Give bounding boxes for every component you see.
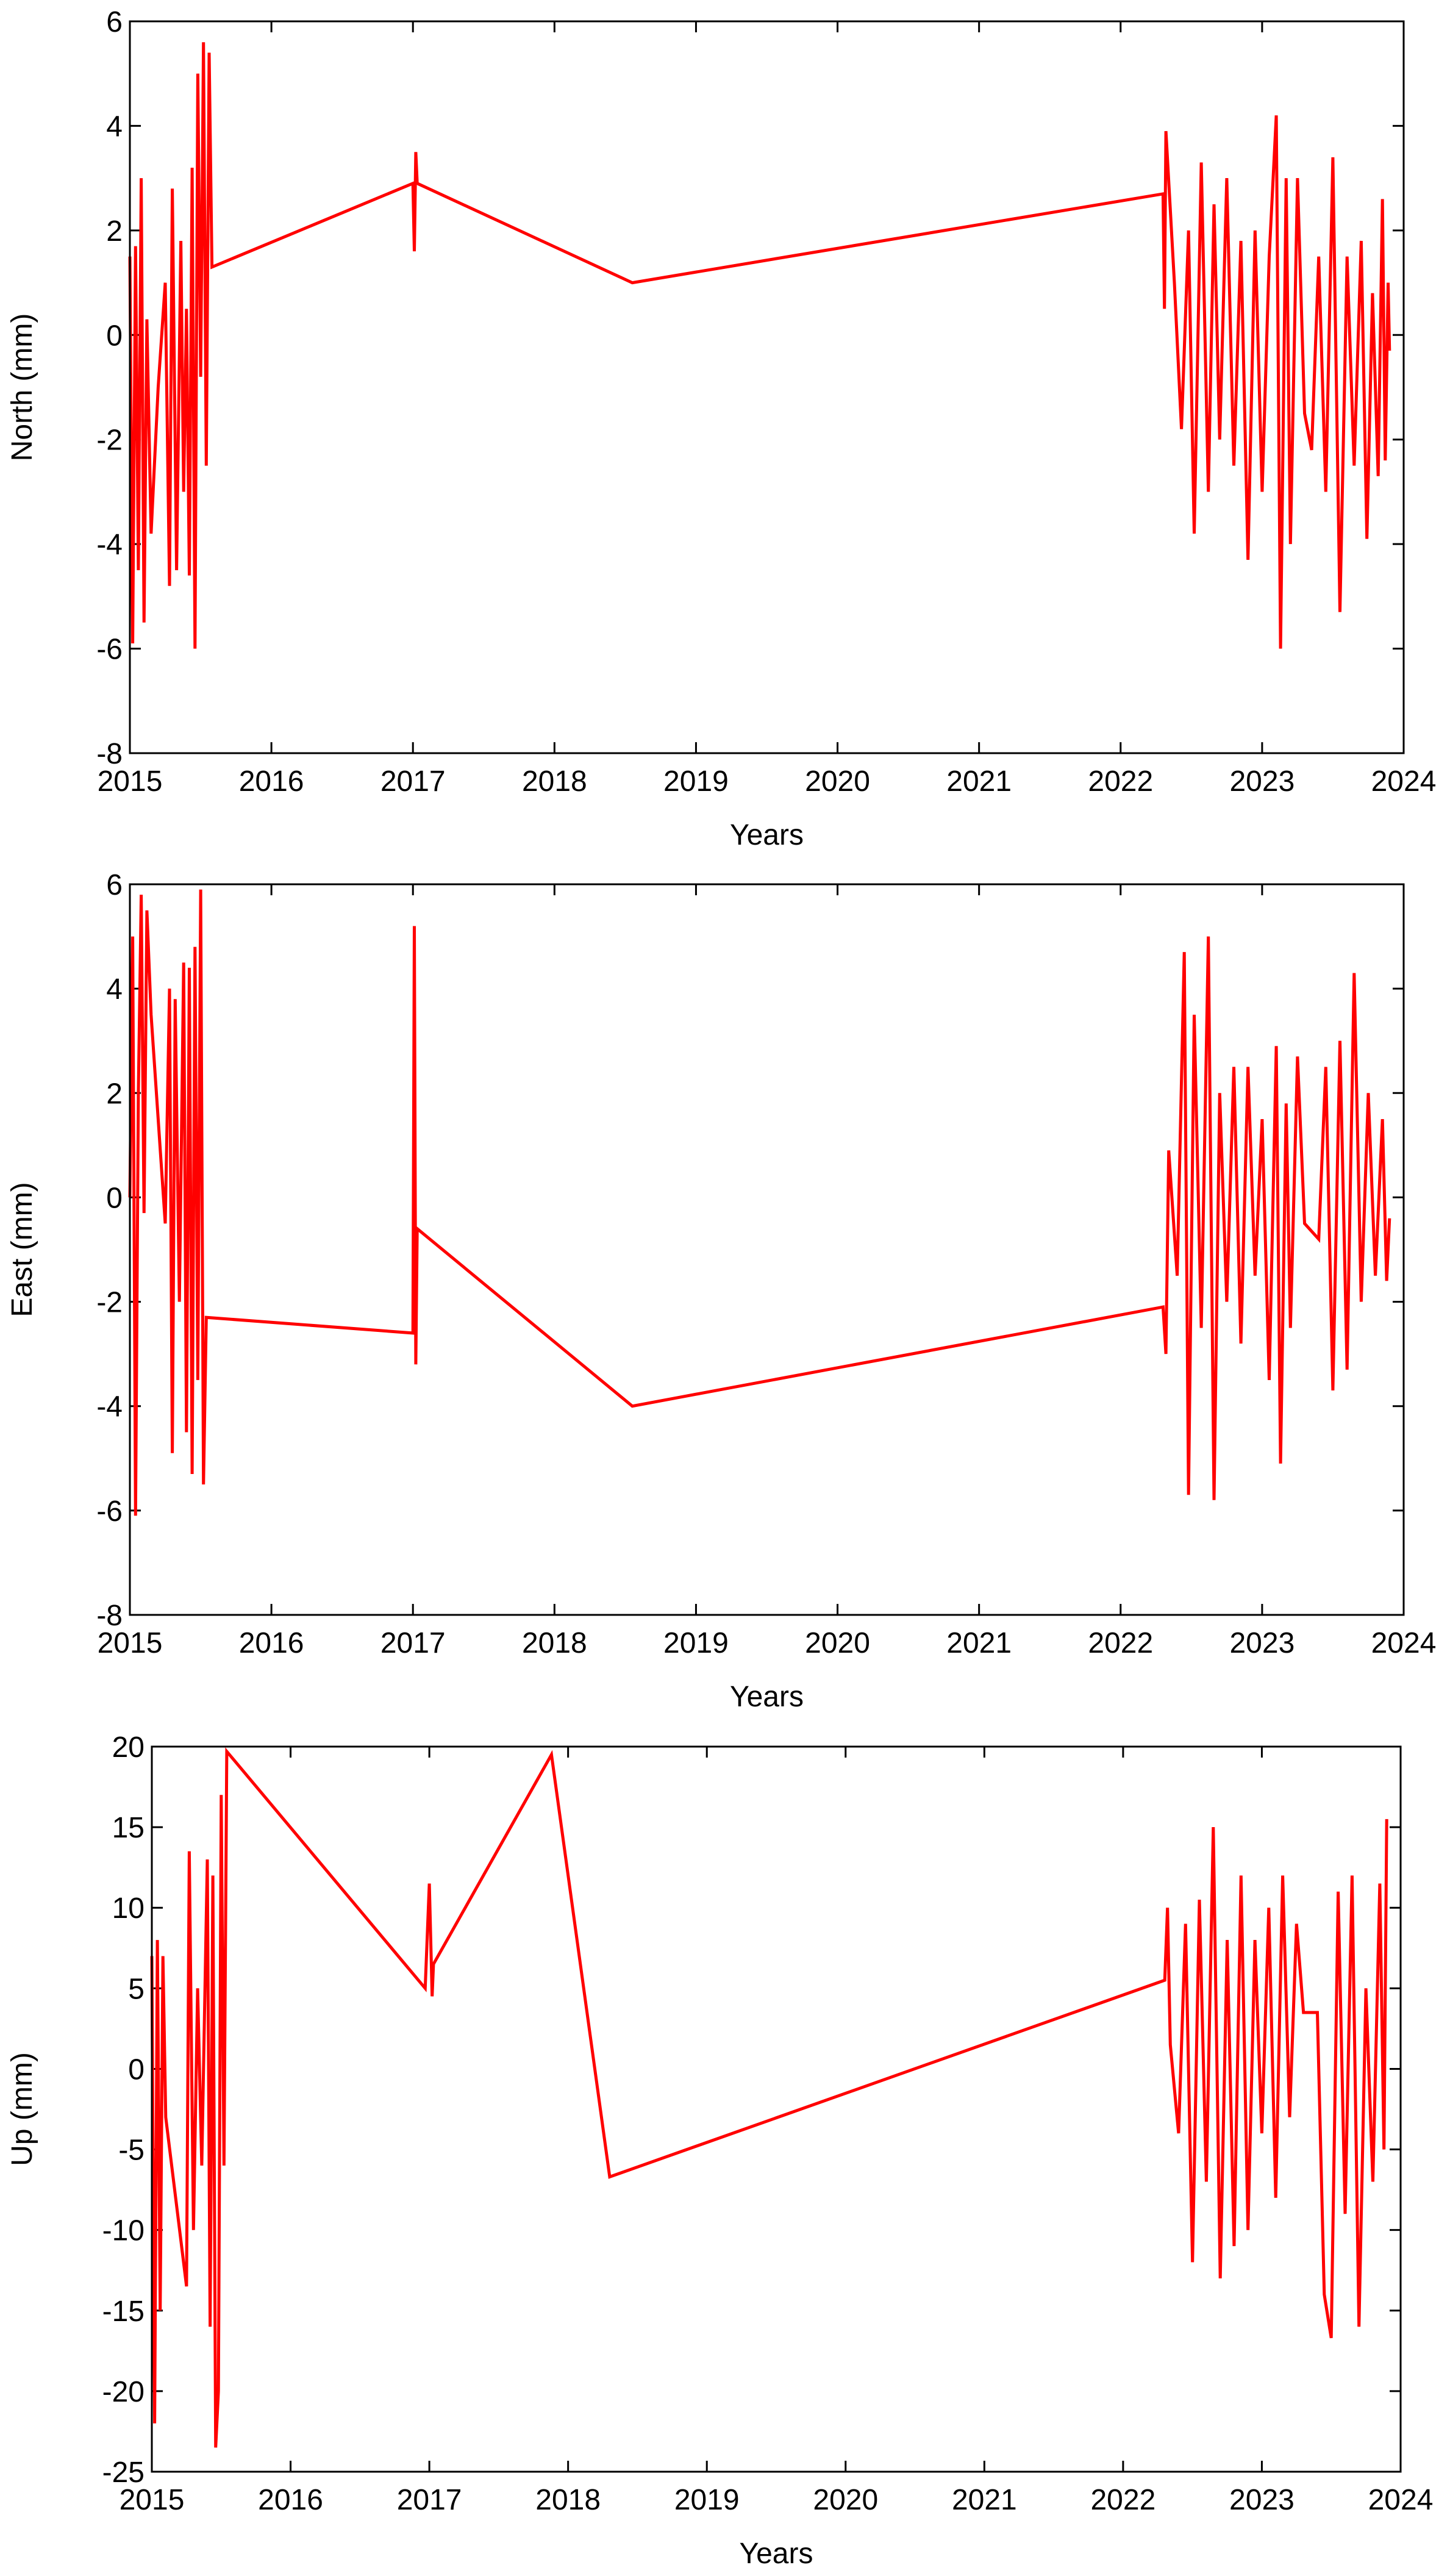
- x-tick-label: 2019: [663, 1627, 729, 1659]
- y-tick-label: 2: [106, 215, 123, 248]
- y-tick-label: -6: [96, 1495, 123, 1528]
- y-tick-label: 0: [106, 320, 123, 352]
- y-tick-label: 5: [128, 1973, 145, 2005]
- y-tick-label: -5: [118, 2134, 145, 2167]
- x-tick-label: 2020: [813, 2484, 878, 2516]
- x-tick-label: 2019: [663, 765, 729, 798]
- x-tick-label: 2021: [952, 2484, 1017, 2516]
- y-tick-label: -8: [96, 738, 123, 770]
- data-line: [128, 889, 1391, 1516]
- y-tick-label: -6: [96, 634, 123, 666]
- y-tick-label: -25: [102, 2456, 145, 2489]
- y-axis-label: East (mm): [6, 1182, 38, 1317]
- y-tick-label: -15: [102, 2295, 145, 2328]
- plot-frame: [129, 883, 1405, 1616]
- y-tick-label: 0: [128, 2053, 145, 2086]
- x-tick-label: 2015: [98, 1627, 163, 1659]
- data-line: [150, 1747, 1388, 2448]
- x-tick-label: 2019: [674, 2484, 740, 2516]
- x-tick-label: 2023: [1229, 2484, 1295, 2516]
- x-tick-label: 2022: [1090, 2484, 1155, 2516]
- x-tick-label: 2016: [258, 2484, 323, 2516]
- x-axis-label: Years: [730, 1681, 804, 1713]
- y-tick-label: 10: [112, 1892, 145, 1925]
- x-tick-label: 2023: [1229, 765, 1295, 798]
- plot-frame: [129, 20, 1405, 754]
- x-tick-label: 2018: [535, 2484, 601, 2516]
- x-tick-label: 2017: [397, 2484, 462, 2516]
- x-tick-label: 2017: [380, 765, 446, 798]
- x-tick-label: 2021: [946, 1627, 1012, 1659]
- x-tick-label: 2020: [805, 765, 870, 798]
- x-tick-label: 2024: [1371, 1627, 1437, 1659]
- x-tick-label: 2015: [120, 2484, 185, 2516]
- x-tick-label: 2017: [380, 1627, 446, 1659]
- x-tick-label: 2022: [1088, 1627, 1153, 1659]
- y-axis-label: North (mm): [6, 313, 38, 462]
- y-tick-label: -8: [96, 1600, 123, 1632]
- y-tick-label: 2: [106, 1078, 123, 1110]
- y-tick-label: -4: [96, 529, 123, 561]
- y-tick-label: -10: [102, 2215, 145, 2247]
- y-tick-label: -2: [96, 1287, 123, 1319]
- data-line: [128, 42, 1391, 649]
- y-tick-label: 20: [112, 1731, 145, 1764]
- x-tick-label: 2020: [805, 1627, 870, 1659]
- y-tick-label: -2: [96, 424, 123, 457]
- x-tick-label: 2024: [1371, 765, 1437, 798]
- x-tick-label: 2018: [522, 765, 587, 798]
- x-tick-label: 2022: [1088, 765, 1153, 798]
- x-axis-label: Years: [730, 819, 804, 851]
- x-tick-label: 2024: [1368, 2484, 1434, 2516]
- y-tick-label: -20: [102, 2376, 145, 2408]
- plot-frame: [151, 1745, 1402, 2473]
- x-tick-label: 2016: [239, 765, 304, 798]
- y-tick-label: 6: [106, 869, 123, 901]
- y-tick-label: 6: [106, 6, 123, 38]
- y-tick-label: 0: [106, 1182, 123, 1214]
- y-tick-label: 4: [106, 110, 123, 143]
- y-tick-label: 15: [112, 1812, 145, 1844]
- x-axis-label: Years: [740, 2538, 813, 2570]
- x-tick-label: 2018: [522, 1627, 587, 1659]
- y-axis-label: Up (mm): [6, 2052, 38, 2166]
- panel: -25 -20 -15 -10 -5 0 5 10 15 20 2015 2016 2017 2018 20…: [6, 1731, 1433, 2570]
- x-tick-label: 2016: [239, 1627, 304, 1659]
- x-tick-label: 2021: [946, 765, 1012, 798]
- x-tick-label: 2023: [1229, 1627, 1295, 1659]
- x-tick-label: 2015: [98, 765, 163, 798]
- panel: -8 -6 -4 -2 0 2 4 6 2015 2016 2017 2018 2019 2020 2021…: [6, 6, 1436, 851]
- y-tick-label: -4: [96, 1391, 123, 1423]
- y-tick-label: 4: [106, 973, 123, 1006]
- panel: -8 -6 -4 -2 0 2 4 6 2015 2016 2017 2018 2019 2020 2021…: [6, 869, 1436, 1713]
